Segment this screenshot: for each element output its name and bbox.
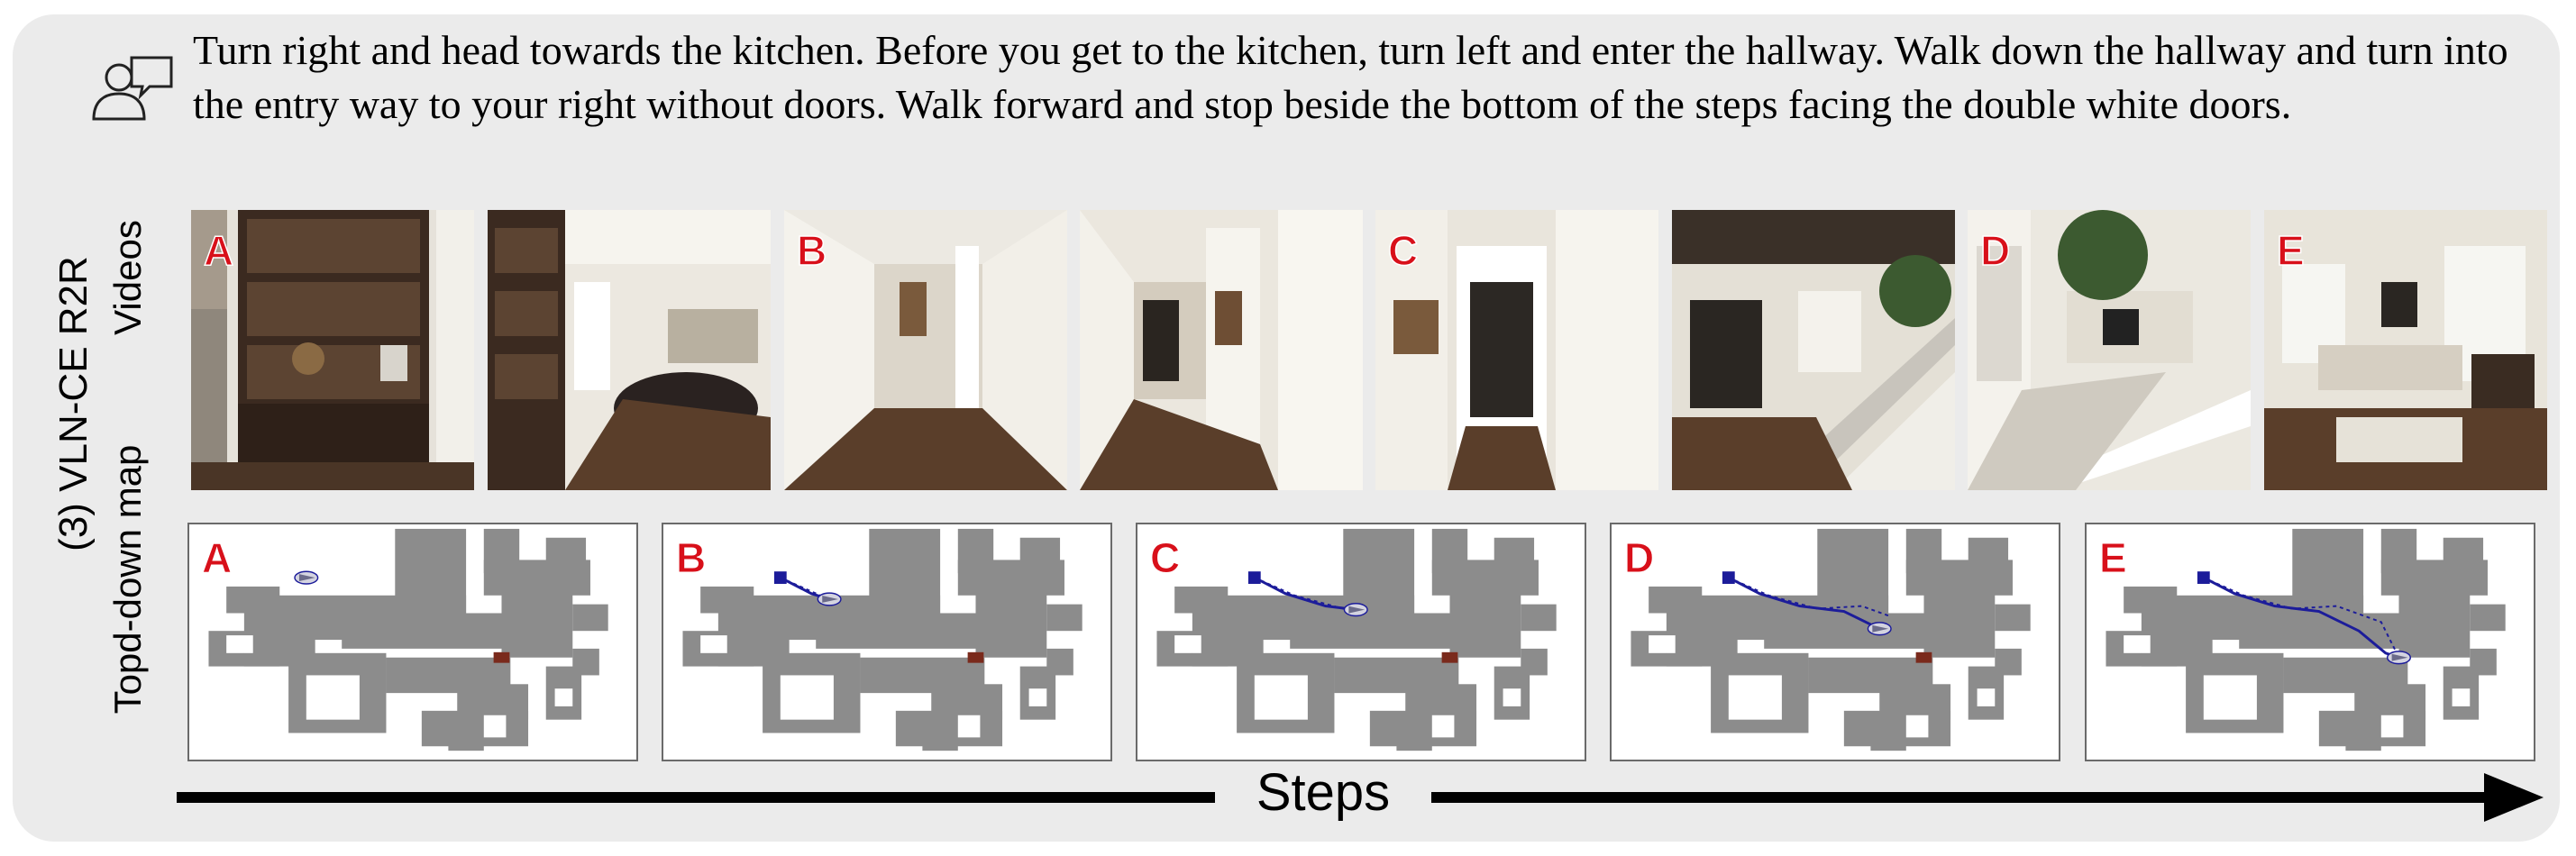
floor-region (1192, 648, 1229, 667)
floorplan-map (2106, 528, 2506, 751)
floor-region (448, 733, 484, 751)
steps-label: Steps (1215, 762, 1431, 824)
map-letter: D (1623, 534, 1655, 582)
floor-region (1870, 733, 1906, 751)
floor-region (1995, 604, 2031, 632)
wall-region (2380, 715, 2404, 738)
floor-region (342, 613, 537, 649)
floorplan-map (1156, 528, 1557, 751)
floor-region (1019, 537, 1061, 565)
topdown-map-row-label: Topd-down map (106, 445, 149, 715)
agent-heading (1348, 606, 1366, 614)
wall-region (2452, 688, 2471, 706)
floor-region (2443, 537, 2484, 565)
navigation-instruction: Turn right and head towards the kitchen.… (193, 27, 2508, 127)
reference-path (2203, 577, 2400, 659)
frame-letter: C (1387, 226, 1419, 275)
floor-region (922, 733, 958, 751)
floor-region (2470, 604, 2506, 632)
wall-region (1905, 715, 1929, 738)
wall-region (2203, 675, 2257, 720)
agent-path (2203, 576, 2399, 660)
floorplan-map (1631, 528, 2031, 751)
start-marker (1247, 571, 1261, 584)
start-marker (1722, 571, 1735, 584)
video-frame-doorway: C (1375, 210, 1658, 490)
wall-region (306, 675, 360, 720)
wall-region (1028, 688, 1047, 706)
agent-path (1254, 576, 1357, 612)
dataset-label: (3) VLN-CE R2R (51, 256, 96, 551)
row-labels: (3) VLN-CE R2R Videos Topd-down map (51, 124, 149, 755)
start-marker (2197, 571, 2210, 584)
floorplan-map (682, 528, 1082, 751)
goal-marker (493, 651, 510, 663)
agent-heading (1872, 624, 1889, 633)
videos-row-label: Videos (106, 220, 149, 335)
agent-path (1728, 576, 1880, 631)
agent-heading (298, 574, 315, 582)
floorplan-map (208, 528, 608, 751)
frame-letter: D (1979, 226, 2011, 275)
goal-marker (967, 651, 984, 663)
goal-marker (1915, 651, 1932, 663)
people-chat-icon (88, 54, 175, 124)
video-frame-hallway: B (784, 210, 1067, 490)
topdown-map-e: E (2085, 523, 2535, 761)
wall-region (1174, 635, 1201, 653)
start-marker (773, 571, 787, 584)
topdown-map-a: A (187, 523, 638, 761)
frame-letter: E (2276, 226, 2305, 275)
wall-region (1254, 675, 1308, 720)
topdown-map-c: C (1136, 523, 1586, 761)
wall-region (1728, 675, 1782, 720)
wall-region (700, 635, 727, 653)
agent-heading (822, 596, 838, 603)
floor-region (1968, 537, 2009, 565)
video-frame-entry-stairs (1672, 210, 1955, 490)
wall-region (483, 715, 507, 738)
floor-region (1666, 648, 1703, 667)
wall-region (957, 715, 981, 738)
floor-region (572, 604, 608, 632)
floor-region (1290, 613, 1485, 649)
floor-region (1396, 733, 1432, 751)
video-frame-living-room: E (2264, 210, 2547, 490)
wall-region (226, 635, 253, 653)
video-frame-hallway-door (1080, 210, 1363, 490)
map-letter: B (675, 534, 707, 582)
video-frame-kitchen (488, 210, 771, 490)
floor-region (1521, 604, 1557, 632)
floor-region (545, 537, 587, 565)
frame-letter: A (203, 226, 234, 275)
wall-region (2124, 635, 2151, 653)
floor-region (2141, 648, 2178, 667)
map-letter: C (1149, 534, 1181, 582)
floor-region (1494, 537, 1535, 565)
floor-region (2345, 733, 2381, 751)
floor-region (816, 613, 1011, 649)
topdown-map-b: B (662, 523, 1112, 761)
floor-region (2239, 613, 2434, 649)
frame-letter: B (796, 226, 827, 275)
wall-region (1977, 688, 1996, 706)
map-letter: E (2099, 534, 2128, 582)
map-letter: A (201, 534, 233, 582)
agent-heading (2391, 653, 2408, 661)
goal-marker (1441, 651, 1458, 663)
floor-region (1764, 613, 1959, 649)
wall-region (1649, 635, 1676, 653)
video-frame-stairs-living: D (1968, 210, 2251, 490)
wall-region (780, 675, 834, 720)
video-frame-bookshelf: A (191, 210, 474, 490)
wall-region (1503, 688, 1521, 706)
topdown-map-d: D (1610, 523, 2060, 761)
wall-region (1431, 715, 1455, 738)
floor-region (1046, 604, 1082, 632)
wall-region (554, 688, 573, 706)
